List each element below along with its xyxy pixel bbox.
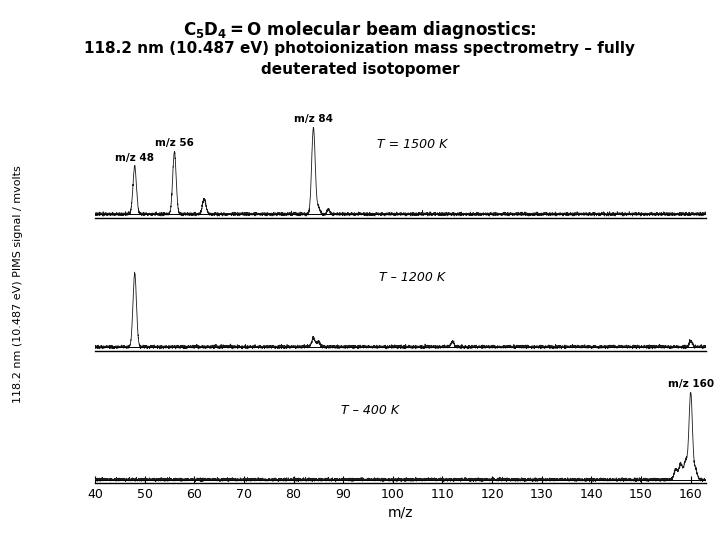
Text: m/z 84: m/z 84 bbox=[294, 114, 333, 124]
Text: T = 1500 K: T = 1500 K bbox=[377, 138, 448, 151]
X-axis label: m/z: m/z bbox=[387, 505, 413, 519]
Text: m/z 160: m/z 160 bbox=[667, 379, 714, 389]
Text: m/z 48: m/z 48 bbox=[115, 153, 154, 163]
Text: T – 1200 K: T – 1200 K bbox=[379, 271, 446, 284]
Text: m/z 56: m/z 56 bbox=[155, 138, 194, 148]
Text: 118.2 nm (10.487 eV) PIMS signal / mvolts: 118.2 nm (10.487 eV) PIMS signal / mvolt… bbox=[13, 165, 23, 403]
Text: deuterated isotopomer: deuterated isotopomer bbox=[261, 62, 459, 77]
Text: $\mathbf{C_5D_4}$$\mathbf{=O}$ molecular beam diagnostics:: $\mathbf{C_5D_4}$$\mathbf{=O}$ molecular… bbox=[183, 19, 537, 41]
Text: T – 400 K: T – 400 K bbox=[341, 404, 399, 417]
Text: 118.2 nm (10.487 eV) photoionization mass spectrometry – fully: 118.2 nm (10.487 eV) photoionization mas… bbox=[84, 40, 636, 56]
